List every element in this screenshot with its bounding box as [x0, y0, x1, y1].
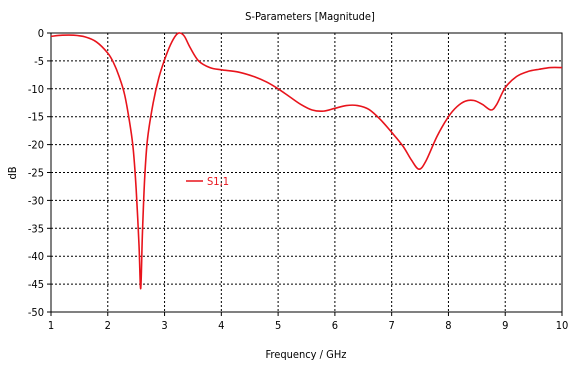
y-tick-label: -15 [28, 111, 44, 124]
x-tick-label: 1 [48, 319, 54, 332]
x-tick-label: 3 [161, 319, 167, 332]
legend: S1,1 [186, 175, 229, 188]
series-layer [50, 32, 563, 290]
legend-label-s11: S1,1 [207, 175, 229, 188]
y-tick-label: -10 [28, 83, 44, 96]
x-tick-label: 7 [389, 319, 395, 332]
grid [51, 33, 562, 312]
y-axis-title: dB [6, 166, 19, 179]
y-tick-label: -20 [28, 139, 44, 152]
chart-title: S-Parameters [Magnitude] [245, 10, 375, 23]
y-tick-label: -25 [28, 167, 44, 180]
axis-ticks: 1 2 3 4 5 6 7 8 9 10 0 -5 -10 -15 -20 -25 -30 -35 -40 -45 -5… [28, 27, 568, 332]
y-tick-label: 0 [38, 27, 44, 40]
y-tick-label: -40 [28, 250, 44, 263]
y-tick-label: -35 [28, 222, 44, 235]
y-tick-label: -50 [28, 306, 44, 319]
x-tick-label: 6 [332, 319, 338, 332]
x-tick-label: 2 [105, 319, 111, 332]
x-tick-label: 4 [218, 319, 224, 332]
x-axis-title: Frequency / GHz [266, 348, 347, 361]
x-tick-label: 8 [445, 319, 451, 332]
y-tick-label: -5 [34, 55, 44, 68]
y-tick-label: -30 [28, 194, 44, 207]
x-tick-label: 5 [275, 319, 281, 332]
x-tick-label: 9 [502, 319, 508, 332]
y-tick-label: -45 [28, 278, 44, 291]
plot-area-frame [50, 32, 563, 313]
x-tick-label: 10 [556, 319, 569, 332]
series-line-s11 [50, 32, 563, 290]
